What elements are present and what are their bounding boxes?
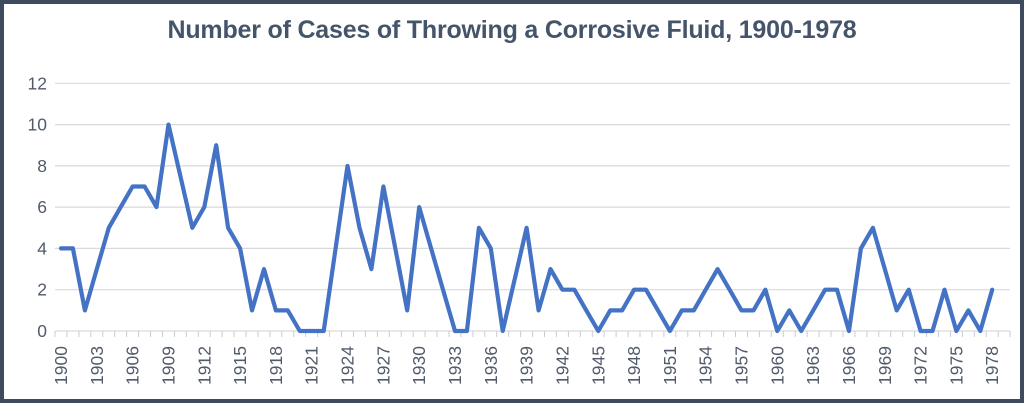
y-axis-label: 4 [37, 238, 47, 258]
x-axis-label: 1915 [230, 346, 250, 385]
x-axis-label: 1936 [481, 346, 501, 385]
x-axis-label: 1945 [588, 346, 608, 385]
chart-title: Number of Cases of Throwing a Corrosive … [167, 16, 857, 44]
x-axis-label: 1921 [302, 346, 322, 385]
y-axis-label: 12 [28, 73, 47, 93]
x-axis-label: 1957 [732, 346, 752, 385]
y-axis-label: 0 [37, 321, 47, 341]
line-chart: 0 2 4 6 8 10 12 1900 1903 1906 1909 1912 1915 1918 192… [28, 73, 1011, 385]
x-axis-label: 1903 [87, 346, 107, 385]
x-axis-label: 1939 [517, 346, 537, 385]
x-axis-label: 1963 [803, 346, 823, 385]
y-axis-label: 8 [37, 156, 47, 176]
x-axis-label: 1960 [767, 346, 787, 385]
x-axis-label: 1966 [839, 346, 859, 385]
data-series-line [58, 122, 995, 334]
x-axis-label: 1978 [982, 346, 1002, 385]
x-axis-label: 1954 [696, 346, 716, 385]
x-axis-label: 1948 [624, 346, 644, 385]
x-axis-label: 1942 [552, 346, 572, 385]
y-axis-label: 6 [37, 197, 47, 217]
x-axis-label: 1927 [373, 346, 393, 385]
x-axis-label: 1972 [911, 346, 931, 385]
x-axis-label: 1975 [946, 346, 966, 385]
y-axis-label: 2 [37, 280, 47, 300]
x-axis-label: 1924 [338, 346, 358, 385]
x-axis-label: 1951 [660, 346, 680, 385]
x-axis-label: 1900 [51, 346, 71, 385]
x-axis-label: 1912 [194, 346, 214, 385]
x-axis-label: 1909 [159, 346, 179, 385]
x-axis-label: 1933 [445, 346, 465, 385]
y-axis-label: 10 [28, 115, 48, 135]
x-axis-label: 1918 [266, 346, 286, 385]
x-axis-label: 1930 [409, 346, 429, 385]
x-axis-label: 1906 [123, 346, 143, 385]
x-axis-label: 1969 [875, 346, 895, 385]
